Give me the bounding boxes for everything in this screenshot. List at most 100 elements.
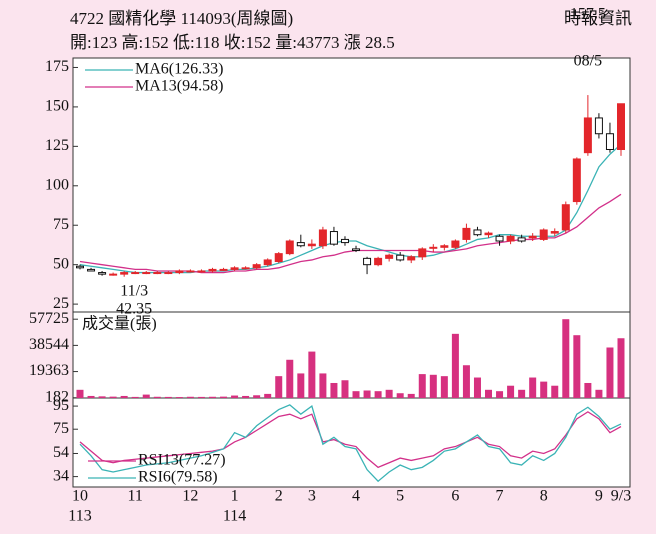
volume-bar bbox=[197, 396, 205, 398]
y-tick-label: 100 bbox=[45, 176, 69, 193]
volume-bar bbox=[186, 396, 194, 398]
annotation: 11/3 bbox=[120, 283, 148, 300]
candle-body bbox=[462, 227, 471, 240]
volume-bar bbox=[297, 373, 305, 398]
volume-bar bbox=[319, 373, 327, 398]
candle-body bbox=[374, 257, 383, 266]
candle-body bbox=[440, 245, 449, 248]
candle-body bbox=[98, 272, 107, 275]
volume-bar bbox=[363, 390, 371, 398]
candle-body bbox=[285, 240, 294, 255]
x-tick-label: 1 bbox=[231, 488, 239, 505]
volume-bar bbox=[374, 391, 382, 398]
candle-body bbox=[109, 273, 118, 276]
candle-body bbox=[583, 117, 592, 154]
volume-bar bbox=[584, 382, 592, 398]
candle-body bbox=[550, 231, 559, 234]
candle-body bbox=[230, 267, 239, 270]
summary: 開:123 高:152 低:118 收:152 量:43773 漲 28.5 bbox=[70, 33, 395, 52]
candle-body bbox=[340, 238, 349, 244]
volume-bar bbox=[352, 391, 360, 398]
legend-label: RSI13(77.27) bbox=[138, 452, 226, 469]
candle-body bbox=[252, 264, 261, 269]
candle-body bbox=[131, 272, 140, 275]
volume-bar bbox=[120, 395, 128, 398]
volume-bar bbox=[573, 335, 581, 398]
candle-body bbox=[307, 243, 316, 247]
candle-body bbox=[197, 270, 206, 273]
y-tick-label: 182 bbox=[45, 388, 69, 405]
candle-body bbox=[473, 229, 482, 236]
volume-bar bbox=[242, 395, 250, 398]
candle-body bbox=[208, 268, 217, 272]
volume-bar bbox=[131, 396, 139, 398]
candle-body bbox=[429, 246, 438, 249]
volume-bar bbox=[220, 396, 228, 398]
y-tick-label: 125 bbox=[45, 137, 69, 154]
candle-body bbox=[528, 235, 537, 239]
volume-bar bbox=[175, 397, 183, 398]
x-tick-label: 2 bbox=[275, 488, 283, 505]
x-tick-label: 3 bbox=[308, 488, 316, 505]
line bbox=[79, 193, 622, 274]
candle-body bbox=[605, 133, 614, 151]
annotation: 157.5 bbox=[570, 6, 606, 23]
y-tick-label: 75 bbox=[53, 216, 69, 233]
title: 4722 國精化學 114093(周線圖) bbox=[70, 9, 293, 28]
x-tick-label: 10 bbox=[72, 488, 88, 505]
panel-label: 成交量(張) bbox=[82, 315, 157, 333]
candle-body bbox=[352, 248, 361, 251]
x-tick-label: 11 bbox=[128, 488, 143, 505]
volume-bar bbox=[98, 396, 106, 398]
volume-bar bbox=[308, 351, 316, 398]
volume-bar bbox=[164, 396, 172, 398]
candle-body bbox=[318, 229, 327, 247]
legend-label: MA6(126.33) bbox=[135, 61, 223, 78]
year-label: 114 bbox=[223, 508, 246, 525]
volume-bar bbox=[595, 389, 603, 398]
candle-body bbox=[87, 268, 96, 272]
volume-bar bbox=[496, 391, 504, 398]
candle-body bbox=[263, 259, 272, 266]
candle-body bbox=[484, 232, 493, 236]
y-tick-label: 95 bbox=[53, 397, 69, 414]
candle-body bbox=[451, 240, 460, 248]
volume-bar bbox=[153, 396, 161, 398]
volume-bar bbox=[485, 389, 493, 398]
candle-body bbox=[407, 256, 416, 261]
x-tick-label: 6 bbox=[451, 488, 459, 505]
source: 時報資訊 bbox=[564, 9, 632, 28]
volume-bar bbox=[109, 396, 117, 398]
candle-body bbox=[175, 270, 184, 274]
volume-bar bbox=[551, 385, 559, 398]
candle-body bbox=[517, 237, 526, 242]
legend-label: MA13(94.58) bbox=[135, 78, 223, 95]
volume-bar bbox=[473, 377, 481, 398]
volume-bar bbox=[407, 393, 415, 398]
candle-body bbox=[572, 158, 581, 203]
volume-bar bbox=[264, 393, 272, 398]
candle-body bbox=[296, 242, 305, 247]
y-tick-label: 25 bbox=[53, 295, 69, 312]
volume-bar bbox=[231, 395, 239, 398]
candle-body bbox=[142, 272, 151, 275]
candle-body bbox=[76, 265, 84, 269]
candle-body bbox=[506, 235, 515, 242]
x-tick-label: 9 bbox=[595, 488, 603, 505]
volume-bar bbox=[142, 394, 150, 398]
candle-body bbox=[153, 272, 162, 275]
volume-bar bbox=[286, 359, 294, 398]
candle-body bbox=[418, 248, 427, 258]
volume-bar bbox=[440, 376, 448, 398]
candle-body bbox=[219, 268, 228, 271]
candle-body bbox=[561, 204, 570, 231]
volume-bar bbox=[540, 381, 548, 398]
volume-bar bbox=[606, 347, 614, 398]
x-tick-label: 7 bbox=[496, 488, 504, 505]
candle-body bbox=[274, 253, 283, 263]
volume-bar bbox=[396, 393, 404, 398]
y-tick-label: 75 bbox=[53, 420, 69, 437]
y-tick-label: 34 bbox=[53, 467, 69, 484]
volume-bar bbox=[253, 395, 261, 398]
